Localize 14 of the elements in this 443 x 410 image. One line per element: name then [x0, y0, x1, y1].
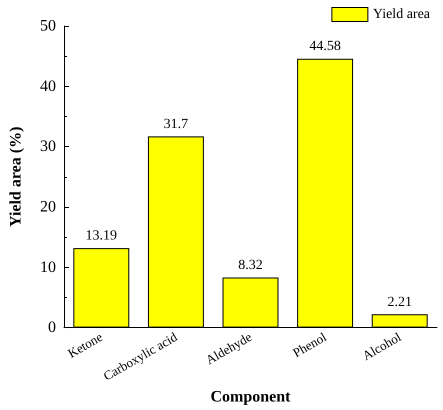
y-axis-title: Yield area (%)	[8, 126, 24, 228]
data-label: 2.21	[387, 294, 412, 310]
y-tick-label: 10	[40, 258, 56, 276]
y-tick-label: 30	[40, 138, 56, 156]
data-label: 44.58	[309, 39, 341, 54]
y-tick-label: 50	[40, 18, 56, 34]
data-label: 13.19	[86, 228, 118, 244]
x-axis-title: Component	[210, 388, 292, 406]
data-label: 8.32	[238, 258, 263, 273]
y-tick-label: 20	[40, 198, 56, 216]
y-tick-label: 40	[40, 78, 56, 95]
data-label: 31.7	[164, 116, 188, 132]
legend-label: Yield area	[372, 7, 431, 22]
y-tick-label: 0	[48, 319, 56, 336]
